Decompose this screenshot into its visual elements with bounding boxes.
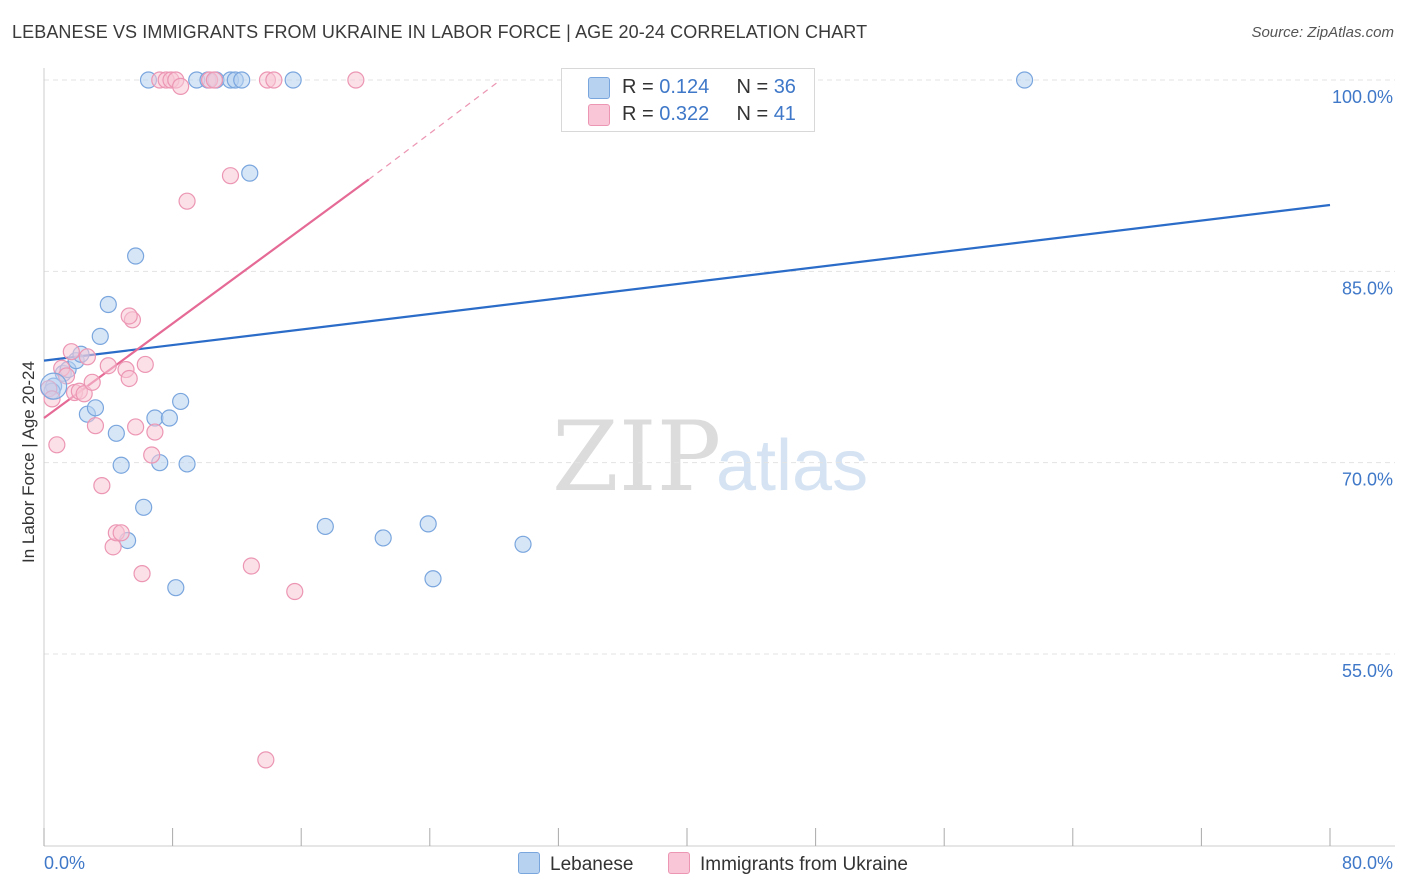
tick-labels: 55.0% 70.0% 85.0% 100.0% 0.0% 80.0% xyxy=(44,87,1393,873)
data-point-ukraine xyxy=(347,71,365,89)
legend-row-lebanese: R = 0.124 N = 36 xyxy=(622,76,796,100)
stats-legend: R = 0.124 N = 36 R = 0.322 N = 41 xyxy=(561,68,815,132)
data-point-ukraine xyxy=(78,348,97,366)
data-point-lebanese xyxy=(167,579,185,597)
bottom-legend-ukraine: Immigrants from Ukraine xyxy=(668,852,908,876)
data-point-lebanese xyxy=(374,529,392,547)
data-point-lebanese xyxy=(284,71,302,89)
legend-r-label: R = xyxy=(622,103,660,125)
data-point-ukraine xyxy=(221,167,240,185)
data-point-ukraine xyxy=(48,436,66,454)
source-label: Source: ZipAtlas.com xyxy=(1251,24,1394,41)
data-point-ukraine xyxy=(143,446,161,464)
x-tick-label-max: 80.0% xyxy=(1342,853,1393,873)
data-point-ukraine xyxy=(127,418,145,436)
data-point-ukraine xyxy=(133,565,151,583)
data-point-lebanese xyxy=(86,399,105,417)
bottom-legend-label-lebanese: Lebanese xyxy=(550,854,634,875)
data-point-lebanese xyxy=(107,424,125,442)
data-point-ukraine xyxy=(83,373,101,391)
y-tick-label: 85.0% xyxy=(1342,278,1393,298)
data-point-lebanese xyxy=(99,295,117,314)
data-point-lebanese xyxy=(135,498,153,516)
legend-n-value: 36 xyxy=(773,76,796,98)
trend-line-lebanese xyxy=(43,203,1331,362)
trend-line-ukraine-extension xyxy=(368,79,501,180)
data-point-ukraine xyxy=(257,751,275,769)
data-point-ukraine xyxy=(99,357,117,375)
data-point-ukraine xyxy=(93,477,111,495)
legend-n-label: N = xyxy=(736,103,774,125)
legend-n-value: 41 xyxy=(773,103,796,125)
data-point-ukraine xyxy=(242,557,260,575)
data-point-ukraine xyxy=(62,343,80,361)
data-point-lebanese xyxy=(241,164,259,182)
data-point-ukraine xyxy=(120,369,138,388)
y-tick-label: 55.0% xyxy=(1342,661,1393,681)
legend-swatch-lebanese xyxy=(588,77,610,99)
data-point-ukraine xyxy=(178,192,196,210)
y-axis-title: In Labor Force | Age 20-24 xyxy=(19,361,38,563)
data-points xyxy=(40,71,1034,769)
data-point-lebanese xyxy=(160,409,178,427)
data-point-lebanese xyxy=(178,455,196,473)
data-point-ukraine xyxy=(265,71,283,89)
legend-r-value: 0.322 xyxy=(659,103,710,125)
x-tick-label-min: 0.0% xyxy=(44,853,85,873)
data-point-lebanese xyxy=(424,570,442,588)
bottom-legend-swatch-lebanese xyxy=(518,852,540,874)
y-tick-label: 100.0% xyxy=(1332,87,1393,107)
data-point-ukraine xyxy=(86,417,105,435)
data-point-lebanese xyxy=(316,517,334,536)
data-point-ukraine xyxy=(146,423,164,441)
bottom-legend-swatch-ukraine xyxy=(668,852,690,874)
data-point-ukraine xyxy=(120,307,138,325)
legend-r-label: R = xyxy=(622,76,660,98)
bottom-legend-label-ukraine: Immigrants from Ukraine xyxy=(700,854,908,875)
data-point-lebanese-cluster xyxy=(40,372,68,400)
data-point-lebanese xyxy=(127,247,145,265)
data-point-ukraine xyxy=(112,524,130,542)
chart-title: LEBANESE VS IMMIGRANTS FROM UKRAINE IN L… xyxy=(12,22,868,42)
watermark-zip: ZIP xyxy=(552,401,721,513)
data-point-lebanese xyxy=(419,515,437,533)
data-point-lebanese xyxy=(233,71,251,89)
data-point-ukraine xyxy=(172,77,190,95)
legend-swatch-ukraine xyxy=(588,104,610,126)
legend-row-ukraine: R = 0.322 N = 41 xyxy=(622,103,796,127)
bottom-legend-lebanese: Lebanese xyxy=(518,852,633,876)
data-point-lebanese xyxy=(172,392,190,411)
data-point-ukraine xyxy=(104,538,122,556)
legend-n-label: N = xyxy=(736,76,774,98)
data-point-lebanese xyxy=(112,456,130,474)
data-point-lebanese xyxy=(514,535,532,553)
watermark-atlas: atlas xyxy=(716,426,868,506)
data-point-ukraine xyxy=(286,582,304,601)
y-tick-label: 70.0% xyxy=(1342,470,1393,490)
data-point-ukraine xyxy=(136,355,154,374)
legend-r-value: 0.124 xyxy=(659,76,710,98)
data-point-lebanese xyxy=(1015,71,1034,89)
axes xyxy=(43,68,1395,847)
data-point-ukraine xyxy=(205,71,223,89)
data-point-lebanese xyxy=(91,327,109,345)
